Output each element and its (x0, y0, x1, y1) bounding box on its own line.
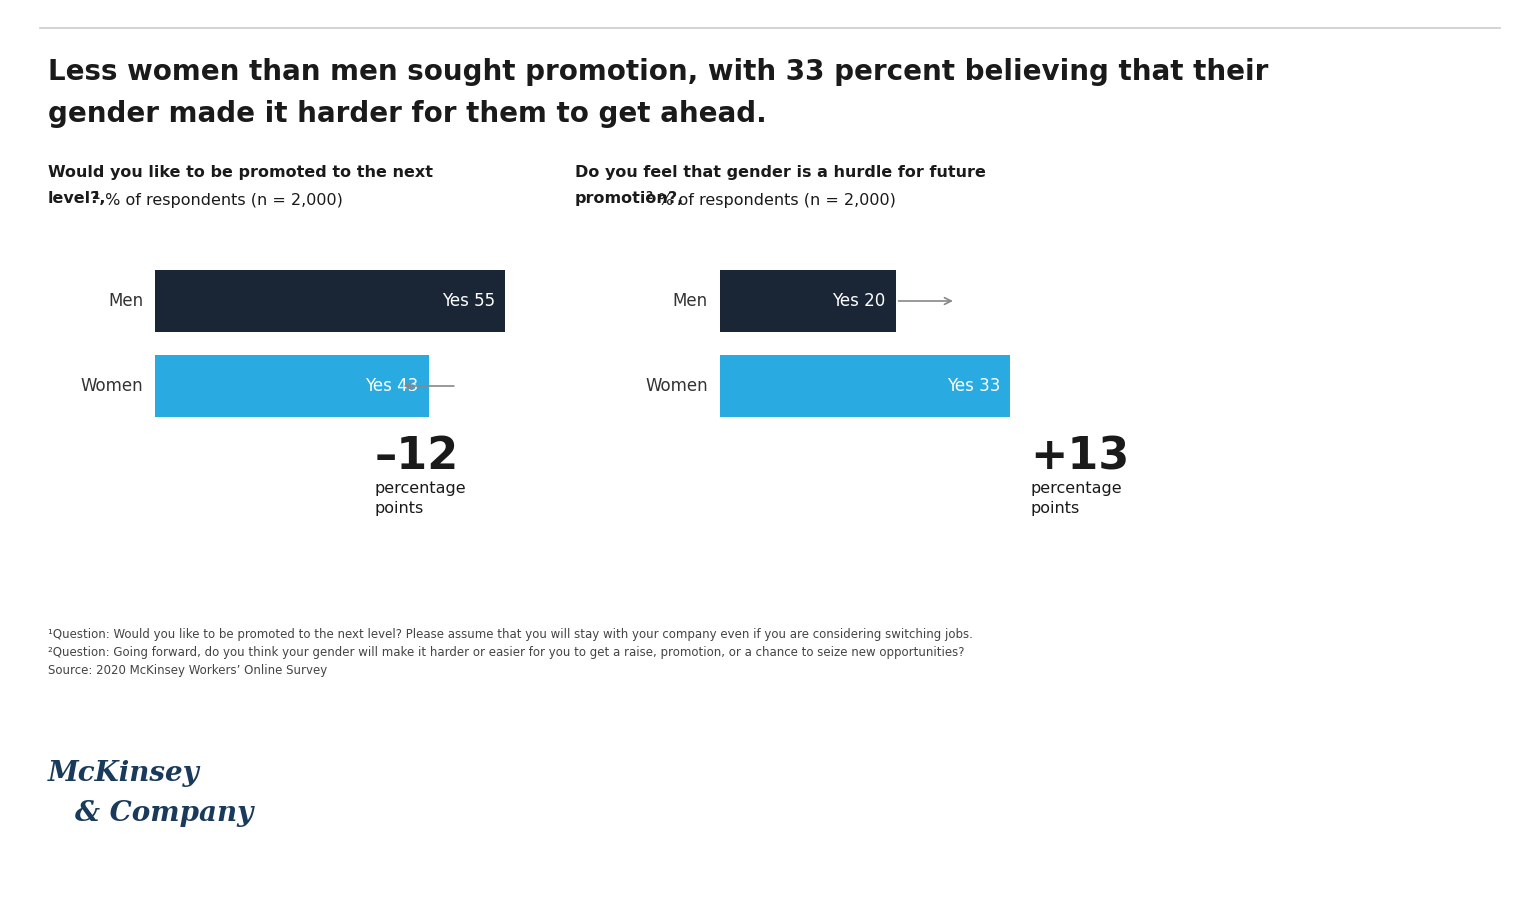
Text: McKinsey: McKinsey (48, 760, 200, 787)
Text: promotion?,: promotion?, (574, 191, 684, 206)
Text: 1: 1 (92, 191, 100, 201)
Text: Source: 2020 McKinsey Workers’ Online Survey: Source: 2020 McKinsey Workers’ Online Su… (48, 664, 326, 677)
Text: percentage: percentage (1030, 481, 1121, 496)
Bar (721, 355, 1010, 417)
Text: ¹Question: Would you like to be promoted to the next level? Please assume that y: ¹Question: Would you like to be promoted… (48, 628, 973, 641)
Text: points: points (376, 501, 424, 516)
Bar (721, 270, 896, 332)
Text: –12: –12 (376, 435, 459, 478)
Text: ²Question: Going forward, do you think your gender will make it harder or easier: ²Question: Going forward, do you think y… (48, 646, 964, 659)
Text: Women: Women (645, 377, 708, 395)
Bar (156, 355, 428, 417)
Text: Men: Men (108, 292, 143, 310)
Bar (156, 270, 505, 332)
Text: points: points (1030, 501, 1080, 516)
Text: % of respondents (n = 2,000): % of respondents (n = 2,000) (100, 193, 343, 208)
Text: gender made it harder for them to get ahead.: gender made it harder for them to get ah… (48, 100, 767, 128)
Text: level?,: level?, (48, 191, 106, 206)
Text: Would you like to be promoted to the next: Would you like to be promoted to the nex… (48, 165, 433, 180)
Text: percentage: percentage (376, 481, 467, 496)
Text: Less women than men sought promotion, with 33 percent believing that their: Less women than men sought promotion, wi… (48, 58, 1269, 86)
Text: Yes 20: Yes 20 (833, 292, 886, 310)
Text: Yes 43: Yes 43 (365, 377, 419, 395)
Text: Yes 33: Yes 33 (947, 377, 999, 395)
Text: Do you feel that gender is a hurdle for future: Do you feel that gender is a hurdle for … (574, 165, 986, 180)
Text: % of respondents (n = 2,000): % of respondents (n = 2,000) (653, 193, 896, 208)
Text: Women: Women (80, 377, 143, 395)
Text: Yes 55: Yes 55 (442, 292, 494, 310)
Text: Men: Men (673, 292, 708, 310)
Text: & Company: & Company (75, 800, 253, 827)
Text: 2: 2 (645, 191, 651, 201)
Text: +13: +13 (1030, 435, 1129, 478)
